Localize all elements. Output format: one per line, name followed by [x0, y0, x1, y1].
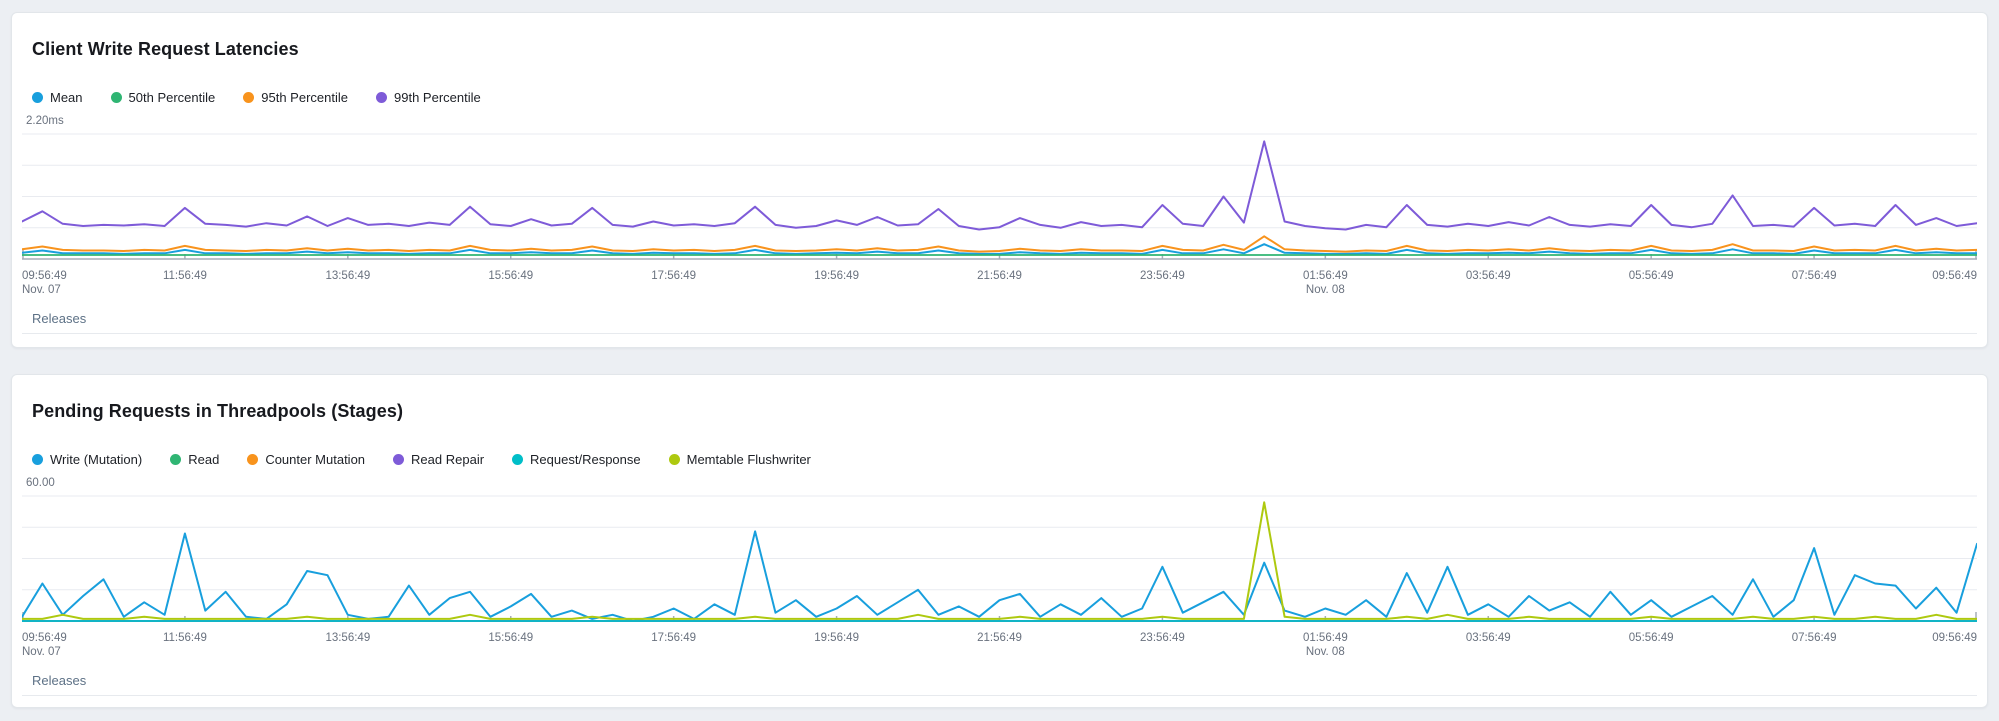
latencies-chart-panel: Client Write Request Latencies Mean 50th …	[11, 12, 1988, 348]
threadpools-chart-panel: Pending Requests in Threadpools (Stages)…	[11, 374, 1988, 708]
x-axis-tick-label: 01:56:49 Nov. 08	[1302, 270, 1348, 296]
x-axis-tick-label: 11:56:49	[162, 270, 207, 282]
legend-item-label: Request/Response	[530, 452, 641, 467]
x-axis-date-label: Nov. 08	[1305, 646, 1345, 658]
legend-item-read-repair[interactable]: Read Repair	[393, 452, 484, 467]
legend-item-memtable-flushwriter[interactable]: Memtable Flushwriter	[668, 452, 811, 467]
write-mutation-color-dot-icon	[32, 454, 43, 465]
legend-item-label: Memtable Flushwriter	[686, 452, 811, 467]
legend-item-50th-percentile[interactable]: 50th Percentile	[110, 90, 216, 105]
x-axis-tick-label: 19:56:49	[814, 632, 859, 644]
x-axis-date-label: Nov. 08	[1305, 284, 1345, 296]
request-response-color-dot-icon	[512, 454, 524, 465]
x-axis-date-label: Nov. 07	[22, 646, 61, 658]
x-axis: 09:56:49 Nov. 07 11:56:49 13:56:49 15:56:49 1…	[22, 628, 1977, 664]
x-axis-tick-label: 07:56:49	[1791, 270, 1837, 282]
x-axis-tick-label: 13:56:49	[325, 632, 371, 644]
x-axis-tick-label: 03:56:49	[1465, 632, 1511, 644]
panel-title: Client Write Request Latencies	[32, 39, 299, 59]
legend-item-label: Counter Mutation	[265, 452, 366, 467]
series-line-95th-percentile	[22, 235, 1977, 253]
x-axis-tick-label: 13:56:49	[325, 270, 371, 282]
x-axis-tick-label: 01:56:49 Nov. 08	[1302, 632, 1348, 658]
x-axis-tick-label: 09:56:49	[1932, 270, 1977, 282]
x-axis-tick-label: 11:56:49	[162, 632, 207, 644]
chart-plot-area[interactable]	[22, 130, 1977, 264]
y-axis-max-label: 60.00	[26, 477, 55, 489]
x-axis-tick-label: 15:56:49	[488, 270, 534, 282]
x-axis-tick-label: 17:56:49	[651, 632, 697, 644]
95th-percentile-color-dot-icon	[243, 92, 255, 103]
threadpools-chart: 60.00 09:56:49 Nov. 07 11:56:49 13:56:49 15:…	[22, 477, 1977, 664]
x-axis-tick-label: 05:56:49	[1628, 270, 1674, 282]
x-axis-tick-label: 15:56:49	[488, 632, 534, 644]
legend-item-write-mutation[interactable]: Write (Mutation)	[32, 452, 142, 467]
x-axis-tick-label: 05:56:49	[1628, 632, 1674, 644]
counter-mutation-color-dot-icon	[247, 454, 259, 465]
panel-footer-divider	[22, 333, 1977, 334]
x-axis-tick-label: 09:56:49 Nov. 07	[22, 270, 67, 296]
x-axis-date-label: Nov. 07	[22, 284, 61, 296]
chart-legend: Mean 50th Percentile 95th Percentile 99th P…	[32, 90, 1977, 105]
50th-percentile-color-dot-icon	[110, 92, 122, 103]
releases-row: Releases	[32, 310, 1977, 328]
legend-item-label: Mean	[50, 90, 83, 105]
mean-color-dot-icon	[32, 92, 43, 103]
legend-item-99th-percentile[interactable]: 99th Percentile	[376, 90, 481, 105]
x-axis-tick-label: 19:56:49	[814, 270, 859, 282]
x-axis: 09:56:49 Nov. 07 11:56:49 13:56:49 15:56:49 1…	[22, 266, 1977, 302]
chart-plot-area[interactable]	[22, 492, 1977, 626]
read-repair-color-dot-icon	[393, 454, 405, 465]
x-axis-tick-label: 03:56:49	[1465, 270, 1511, 282]
legend-item-mean[interactable]: Mean	[32, 90, 83, 105]
legend-item-95th-percentile[interactable]: 95th Percentile	[243, 90, 348, 105]
x-axis-tick-label: 21:56:49	[977, 632, 1022, 644]
legend-item-label: 50th Percentile	[128, 90, 216, 105]
latencies-chart: 2.20ms 09:56:49 Nov. 07 11:56:49 13:56:49 15…	[22, 115, 1977, 302]
chart-legend: Write (Mutation) Read Counter Mutation Read…	[32, 452, 1977, 467]
x-axis-tick-label: 09:56:49	[1932, 632, 1977, 644]
legend-item-label: Read	[188, 452, 220, 467]
panel-title: Pending Requests in Threadpools (Stages)	[32, 401, 404, 421]
x-axis-tick-label: 07:56:49	[1791, 632, 1837, 644]
panel-footer-divider	[22, 695, 1977, 696]
legend-item-read[interactable]: Read	[170, 452, 219, 467]
x-axis-tick-label: 09:56:49 Nov. 07	[22, 632, 67, 658]
legend-item-label: 99th Percentile	[394, 90, 481, 105]
series-line-write-mutation	[22, 530, 1977, 622]
series-line-99th-percentile	[22, 140, 1977, 231]
releases-toggle[interactable]: Releases	[32, 311, 87, 326]
releases-toggle[interactable]: Releases	[32, 673, 87, 688]
read-color-dot-icon	[170, 454, 182, 465]
legend-item-counter-mutation[interactable]: Counter Mutation	[247, 452, 365, 467]
x-axis-tick-label: 23:56:49	[1140, 270, 1185, 282]
legend-item-label: Write (Mutation)	[50, 452, 143, 467]
y-axis-max-label: 2.20ms	[26, 115, 64, 127]
99th-percentile-color-dot-icon	[376, 92, 387, 103]
x-axis-tick-label: 21:56:49	[977, 270, 1022, 282]
series-line-memtable-flushwriter	[22, 501, 1977, 620]
x-axis-tick-label: 23:56:49	[1140, 632, 1185, 644]
legend-item-request-response[interactable]: Request/Response	[512, 452, 641, 467]
legend-item-label: 95th Percentile	[261, 90, 348, 105]
x-axis-tick-label: 17:56:49	[651, 270, 697, 282]
series-line-mean	[22, 243, 1977, 255]
releases-row: Releases	[32, 672, 1977, 690]
memtable-flushwriter-color-dot-icon	[668, 454, 680, 465]
legend-item-label: Read Repair	[411, 452, 485, 467]
